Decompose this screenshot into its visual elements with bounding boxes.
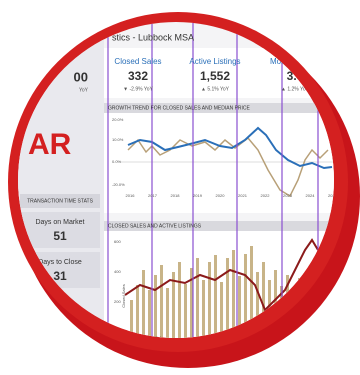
kpi-value: 00 — [74, 69, 88, 84]
axis-title: Closed Sales — [121, 284, 126, 308]
kpi-change: ▲ 1.2% YoY — [281, 86, 310, 92]
kpi-label: Active Listings — [189, 57, 240, 66]
y-tick-label: 400 — [114, 269, 121, 274]
x-tick-label: 2024 — [306, 193, 316, 198]
y-tick-label: 20.0% — [112, 117, 124, 122]
chart-title: CLOSED SALES AND ACTIVE LISTINGS — [108, 223, 202, 229]
logo: AR — [28, 128, 72, 161]
header-title: stics - Lubbock MSA — [112, 32, 194, 42]
closed-sales-line — [127, 126, 333, 170]
kpi-label: Closed Sales — [114, 57, 161, 66]
x-tick-label: 2017 — [148, 193, 158, 198]
stat-label: Days on Market — [35, 219, 84, 226]
median-price-line — [124, 238, 319, 312]
growth-header — [104, 103, 334, 113]
kpi-change: YoY — [79, 87, 89, 93]
y-tick-label: 10.0% — [112, 137, 124, 142]
y-tick-label: 200 — [114, 299, 121, 304]
y-tick-label: -20.0% — [112, 182, 125, 187]
y-tick-label: 600 — [114, 239, 121, 244]
kpi-value: 332 — [128, 69, 148, 83]
x-tick-label: 2020 — [216, 193, 226, 198]
kpi-value: 1,552 — [200, 69, 230, 83]
x-tick-label: 2025 — [328, 193, 338, 198]
stat-value: 31 — [53, 269, 67, 283]
stat-label: Days to Close — [38, 259, 82, 266]
stats-title: TRANSACTION TIME STATS — [27, 198, 94, 204]
x-tick-label: 2023 — [283, 193, 293, 198]
x-tick-label: 2016 — [126, 193, 136, 198]
x-tick-label: 2022 — [261, 193, 271, 198]
growth-panel — [104, 113, 334, 213]
kpi-change: ▲ 5.1% YoY — [201, 86, 230, 92]
y-tick-label: 0.0% — [112, 159, 122, 164]
x-tick-label: 2018 — [171, 193, 181, 198]
median-price-line — [127, 136, 329, 198]
x-tick-label: 2021 — [238, 193, 248, 198]
kpi-change: ▼ -2.9% YoY — [123, 86, 153, 92]
stat-card — [20, 212, 100, 248]
sales-header — [104, 221, 334, 231]
stats-header — [20, 194, 100, 208]
stat-value: 51 — [53, 229, 67, 243]
chart-title: GROWTH TREND FOR CLOSED SALES AND MEDIAN… — [108, 105, 251, 111]
x-tick-label: 2019 — [193, 193, 203, 198]
